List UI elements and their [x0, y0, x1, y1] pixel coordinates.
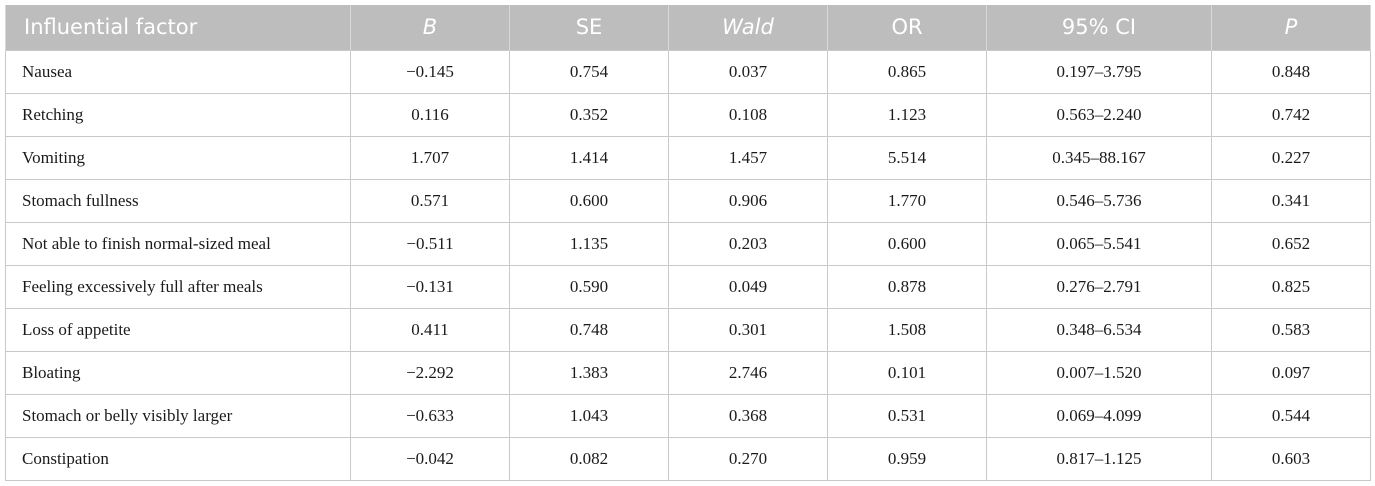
ci-cell: 0.065–5.541: [986, 221, 1212, 266]
b-cell: 0.571: [350, 178, 510, 223]
b-cell: −0.131: [350, 264, 510, 309]
se-cell: 1.383: [509, 350, 669, 395]
ci-cell: 0.345–88.167: [986, 135, 1212, 180]
table-row: Loss of appetite 0.411 0.748 0.301 1.508 0.34…: [5, 307, 1371, 352]
header-row: Influential factor B SE Wald OR 95% CI P: [5, 5, 1371, 50]
header-b: B: [350, 5, 510, 50]
table-row: Constipation −0.042 0.082 0.270 0.959 0.817–1…: [5, 436, 1371, 481]
or-cell: 0.878: [827, 264, 987, 309]
header-influential-factor: Influential factor: [5, 5, 351, 50]
table-row: Retching 0.116 0.352 0.108 1.123 0.563–2.240 0…: [5, 92, 1371, 137]
b-cell: 1.707: [350, 135, 510, 180]
wald-cell: 2.746: [668, 350, 828, 395]
or-cell: 0.600: [827, 221, 987, 266]
ci-cell: 0.007–1.520: [986, 350, 1212, 395]
b-cell: −0.145: [350, 49, 510, 94]
wald-cell: 0.037: [668, 49, 828, 94]
results-table: Influential factor B SE Wald OR 95% CI P…: [5, 5, 1371, 481]
factor-cell: Nausea: [5, 49, 351, 94]
b-cell: 0.411: [350, 307, 510, 352]
wald-cell: 0.203: [668, 221, 828, 266]
table-row: Stomach fullness 0.571 0.600 0.906 1.770 0.54…: [5, 178, 1371, 223]
p-cell: 0.544: [1211, 393, 1371, 438]
ci-cell: 0.563–2.240: [986, 92, 1212, 137]
p-cell: 0.742: [1211, 92, 1371, 137]
table-row: Vomiting 1.707 1.414 1.457 5.514 0.345–88.167…: [5, 135, 1371, 180]
p-cell: 0.583: [1211, 307, 1371, 352]
wald-cell: 0.301: [668, 307, 828, 352]
factor-cell: Constipation: [5, 436, 351, 481]
table-header: Influential factor B SE Wald OR 95% CI P: [5, 5, 1371, 50]
p-cell: 0.652: [1211, 221, 1371, 266]
table-row: Stomach or belly visibly larger −0.633 1.0…: [5, 393, 1371, 438]
factor-cell: Feeling excessively full after meals: [5, 264, 351, 309]
table-row: Feeling excessively full after meals −0.1…: [5, 264, 1371, 309]
b-cell: −0.633: [350, 393, 510, 438]
or-cell: 0.531: [827, 393, 987, 438]
or-cell: 0.865: [827, 49, 987, 94]
p-cell: 0.097: [1211, 350, 1371, 395]
p-cell: 0.227: [1211, 135, 1371, 180]
header-or: OR: [827, 5, 987, 50]
results-table-container: Influential factor B SE Wald OR 95% CI P…: [5, 5, 1371, 481]
p-cell: 0.603: [1211, 436, 1371, 481]
wald-cell: 0.906: [668, 178, 828, 223]
wald-cell: 0.108: [668, 92, 828, 137]
header-wald: Wald: [668, 5, 828, 50]
b-cell: −2.292: [350, 350, 510, 395]
or-cell: 5.514: [827, 135, 987, 180]
wald-cell: 0.270: [668, 436, 828, 481]
factor-cell: Loss of appetite: [5, 307, 351, 352]
se-cell: 1.043: [509, 393, 669, 438]
se-cell: 0.590: [509, 264, 669, 309]
table-row: Nausea −0.145 0.754 0.037 0.865 0.197–3.795 0.…: [5, 49, 1371, 94]
factor-cell: Retching: [5, 92, 351, 137]
header-p: P: [1211, 5, 1371, 50]
factor-cell: Not able to finish normal-sized meal: [5, 221, 351, 266]
p-cell: 0.341: [1211, 178, 1371, 223]
wald-cell: 0.368: [668, 393, 828, 438]
header-se: SE: [509, 5, 669, 50]
wald-cell: 0.049: [668, 264, 828, 309]
se-cell: 0.748: [509, 307, 669, 352]
se-cell: 1.135: [509, 221, 669, 266]
factor-cell: Stomach fullness: [5, 178, 351, 223]
table-row: Not able to finish normal-sized meal −0.5…: [5, 221, 1371, 266]
or-cell: 1.123: [827, 92, 987, 137]
or-cell: 1.508: [827, 307, 987, 352]
b-cell: −0.042: [350, 436, 510, 481]
b-cell: −0.511: [350, 221, 510, 266]
se-cell: 0.352: [509, 92, 669, 137]
or-cell: 0.101: [827, 350, 987, 395]
p-cell: 0.825: [1211, 264, 1371, 309]
b-cell: 0.116: [350, 92, 510, 137]
or-cell: 0.959: [827, 436, 987, 481]
factor-cell: Stomach or belly visibly larger: [5, 393, 351, 438]
p-cell: 0.848: [1211, 49, 1371, 94]
ci-cell: 0.197–3.795: [986, 49, 1212, 94]
factor-cell: Bloating: [5, 350, 351, 395]
or-cell: 1.770: [827, 178, 987, 223]
se-cell: 0.082: [509, 436, 669, 481]
table-row: Bloating −2.292 1.383 2.746 0.101 0.007–1.520…: [5, 350, 1371, 395]
ci-cell: 0.817–1.125: [986, 436, 1212, 481]
wald-cell: 1.457: [668, 135, 828, 180]
se-cell: 0.600: [509, 178, 669, 223]
se-cell: 1.414: [509, 135, 669, 180]
table-body: Nausea −0.145 0.754 0.037 0.865 0.197–3.795 0.…: [5, 49, 1371, 481]
se-cell: 0.754: [509, 49, 669, 94]
ci-cell: 0.069–4.099: [986, 393, 1212, 438]
ci-cell: 0.348–6.534: [986, 307, 1212, 352]
ci-cell: 0.276–2.791: [986, 264, 1212, 309]
header-95-ci: 95% CI: [986, 5, 1212, 50]
ci-cell: 0.546–5.736: [986, 178, 1212, 223]
factor-cell: Vomiting: [5, 135, 351, 180]
